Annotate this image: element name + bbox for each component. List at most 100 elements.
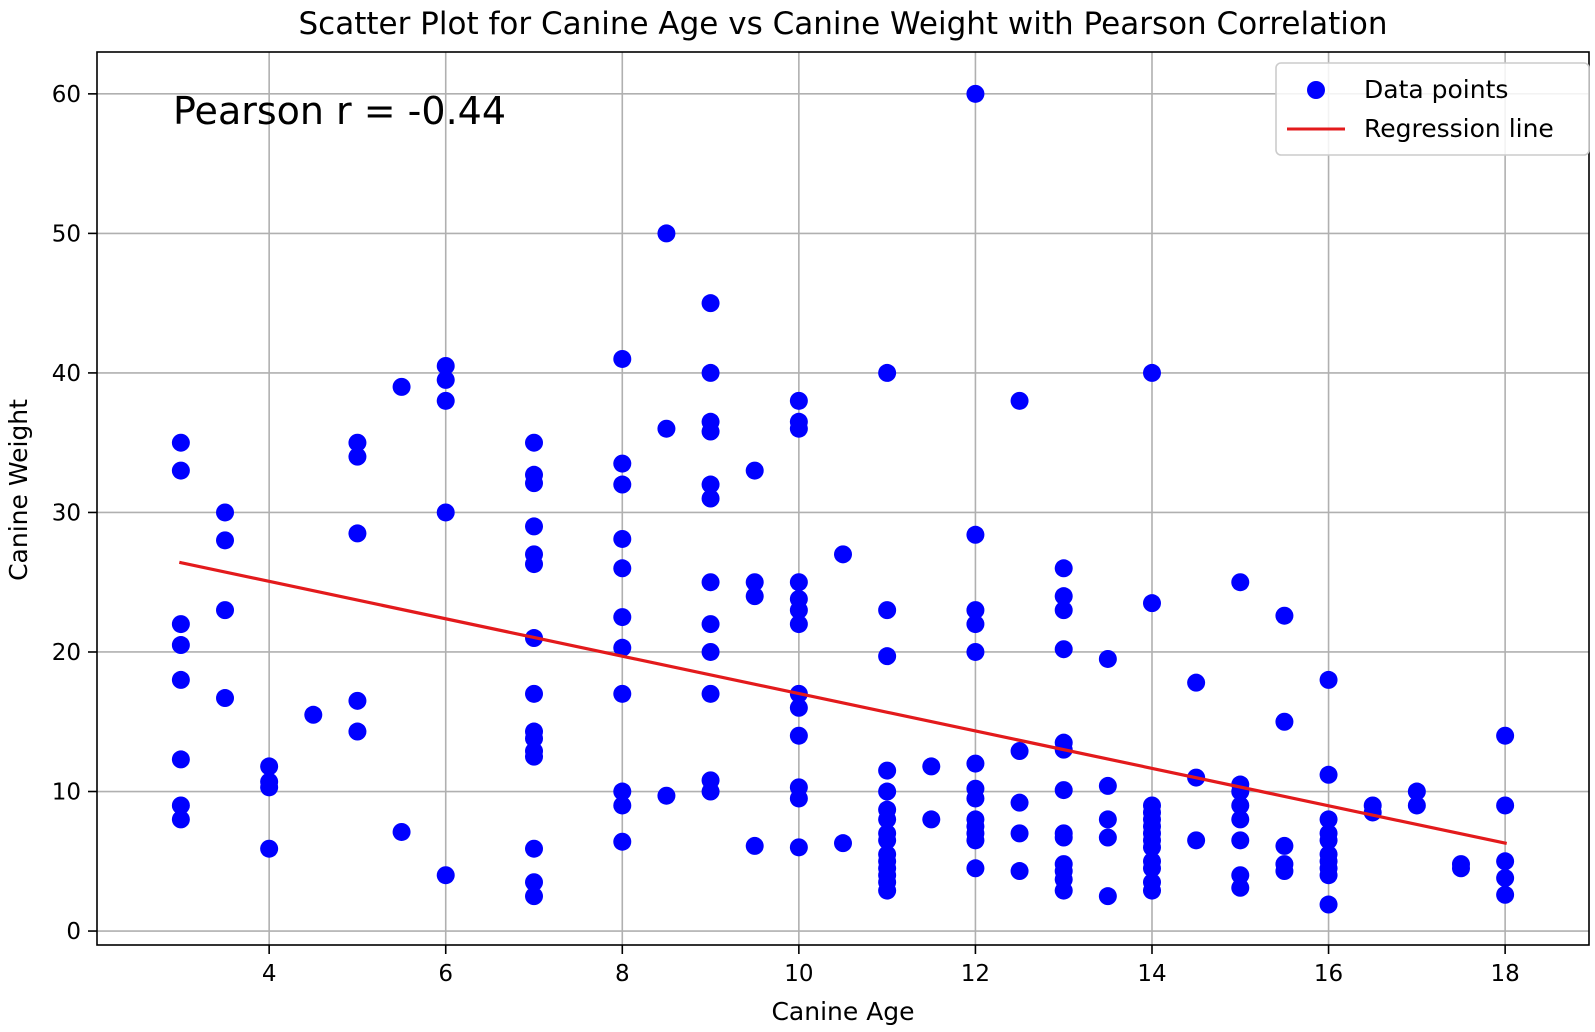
data-point <box>1054 559 1073 578</box>
y-tick-label: 60 <box>52 82 81 108</box>
data-point <box>1098 810 1117 829</box>
data-point <box>657 786 676 805</box>
data-point <box>436 391 455 410</box>
data-point <box>304 705 323 724</box>
y-axis-ticks: 0 10 20 30 40 50 60 <box>52 82 97 945</box>
data-point <box>834 545 852 564</box>
data-point <box>1319 831 1338 850</box>
data-point <box>613 475 632 494</box>
data-point <box>613 454 632 473</box>
data-point <box>525 433 544 452</box>
data-point <box>701 573 720 592</box>
data-point <box>789 726 808 745</box>
data-point <box>1142 859 1161 878</box>
data-point <box>171 750 190 769</box>
data-point <box>260 839 279 858</box>
data-point <box>525 887 544 906</box>
data-point <box>701 489 720 508</box>
data-point <box>701 294 720 313</box>
data-point <box>834 834 852 853</box>
data-point <box>171 636 190 655</box>
data-point <box>878 810 897 829</box>
chart-title: Scatter Plot for Canine Age vs Canine We… <box>298 6 1387 42</box>
x-tick-label: 10 <box>784 961 813 987</box>
data-point <box>701 615 720 634</box>
data-point <box>525 684 544 703</box>
data-point <box>878 782 897 801</box>
data-point <box>436 370 455 389</box>
data-point <box>613 782 632 801</box>
data-point <box>171 433 190 452</box>
data-point <box>1142 838 1161 857</box>
data-point <box>878 881 897 900</box>
data-point <box>436 866 455 885</box>
data-point <box>789 789 808 808</box>
data-point <box>1054 781 1073 800</box>
data-point <box>966 789 985 808</box>
data-point <box>216 601 235 620</box>
data-point <box>392 822 411 841</box>
data-point <box>701 684 720 703</box>
data-point <box>657 419 676 438</box>
y-tick-label: 20 <box>52 640 81 666</box>
data-point <box>1010 824 1029 843</box>
data-point <box>1275 606 1294 625</box>
data-point <box>1451 859 1470 878</box>
legend: Data points Regression line <box>1275 62 1590 156</box>
data-point <box>745 573 764 592</box>
data-point <box>1319 895 1338 914</box>
data-point <box>1187 831 1206 850</box>
data-point <box>1496 869 1515 888</box>
x-tick-label: 6 <box>438 961 453 987</box>
data-point <box>348 433 367 452</box>
data-point <box>701 475 720 494</box>
data-point <box>260 778 279 797</box>
data-point <box>1496 796 1515 815</box>
data-point <box>1098 828 1117 847</box>
data-point <box>789 615 808 634</box>
data-point <box>922 810 941 829</box>
data-point <box>1407 782 1426 801</box>
regression-line-group <box>178 560 1508 846</box>
data-point <box>1275 712 1294 731</box>
data-point <box>1098 887 1117 906</box>
x-tick-label: 12 <box>961 961 990 987</box>
data-point <box>525 474 544 493</box>
y-tick-label: 40 <box>52 361 81 387</box>
y-tick-label: 10 <box>52 780 81 806</box>
data-point <box>613 684 632 703</box>
data-point <box>701 422 720 441</box>
data-point <box>966 754 985 773</box>
data-point <box>1319 866 1338 885</box>
data-point <box>1098 649 1117 668</box>
data-point <box>789 573 808 592</box>
data-point <box>171 796 190 815</box>
data-point <box>1010 391 1029 410</box>
data-point <box>1231 796 1250 815</box>
data-point <box>1231 878 1250 897</box>
data-point <box>1231 866 1250 885</box>
data-point <box>216 503 235 522</box>
data-point <box>745 587 764 606</box>
data-point <box>966 642 985 661</box>
data-point <box>1231 810 1250 829</box>
x-tick-label: 8 <box>615 961 630 987</box>
data-point <box>701 642 720 661</box>
data-point <box>745 836 764 855</box>
pearson-annotation: Pearson r = -0.44 <box>173 89 506 133</box>
data-point <box>1010 742 1029 761</box>
data-point <box>789 419 808 438</box>
legend-label-regression-line: Regression line <box>1364 114 1554 143</box>
data-point <box>1407 796 1426 815</box>
legend-box <box>1275 62 1590 156</box>
data-point <box>525 555 544 574</box>
data-point <box>1142 881 1161 900</box>
data-point <box>171 615 190 634</box>
x-tick-label: 18 <box>1490 961 1519 987</box>
x-tick-label: 4 <box>262 961 277 987</box>
x-tick-label: 14 <box>1137 961 1166 987</box>
data-point <box>1098 776 1117 795</box>
data-point <box>348 722 367 741</box>
data-point <box>878 647 897 666</box>
